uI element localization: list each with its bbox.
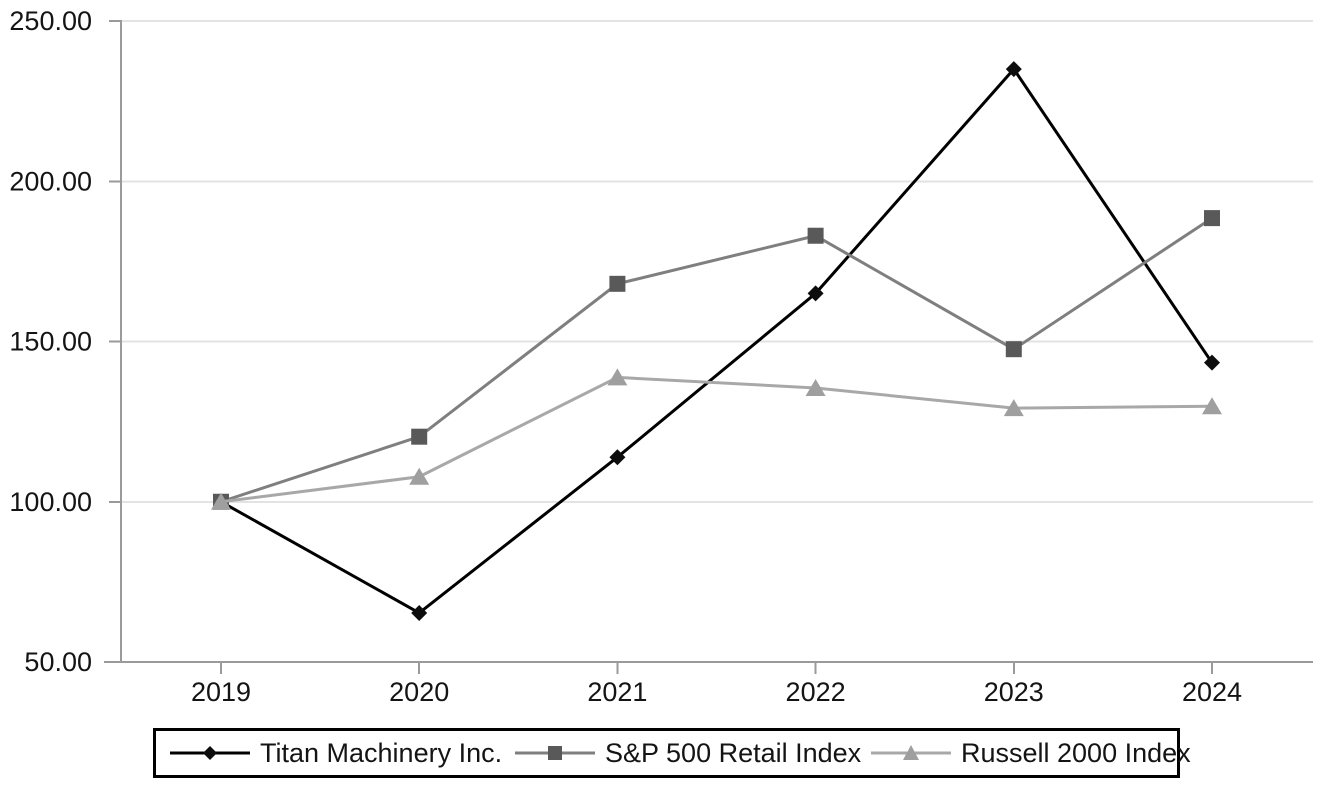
- legend-item-titan-machinery: Titan Machinery Inc.: [170, 731, 502, 775]
- data-point-marker: [805, 378, 826, 396]
- x-axis-tick-label: 2024: [1182, 677, 1242, 707]
- legend-label-titan-machinery: Titan Machinery Inc.: [260, 738, 503, 768]
- data-point-marker: [411, 428, 428, 445]
- x-axis-tick-label: 2020: [389, 677, 449, 707]
- y-axis-tick-label: 200.00: [9, 166, 92, 196]
- data-point-marker: [409, 467, 430, 485]
- russell-2000-line-marker-icon: [871, 745, 951, 760]
- x-axis-tick-label: 2021: [587, 677, 647, 707]
- data-point-marker: [1003, 399, 1024, 417]
- legend-item-sp500-retail: S&P 500 Retail Index: [515, 731, 861, 775]
- x-axis-tick-label: 2022: [786, 677, 846, 707]
- data-point-marker: [1005, 61, 1022, 78]
- legend-label-sp500-retail: S&P 500 Retail Index: [605, 738, 862, 768]
- data-point-marker: [411, 604, 428, 621]
- data-point-marker: [211, 492, 231, 510]
- series-line-russell-2000-index: [220, 375, 1213, 504]
- line-chart-plot-area: 250.00 200.00 150.00 100.00 50.00 2019 2020 202…: [9, 6, 1313, 707]
- x-axis-tick-label: 2019: [191, 677, 251, 707]
- titan-machinery-line-marker-icon: [170, 746, 250, 760]
- data-point-marker: [807, 227, 824, 244]
- y-axis-tick-label: 150.00: [9, 327, 92, 357]
- data-point-marker: [609, 275, 626, 292]
- data-point-marker: [1204, 210, 1220, 227]
- y-axis-tick-label: 250.00: [9, 6, 92, 36]
- legend-item-russell-2000: Russell 2000 Index: [871, 731, 1191, 775]
- chart-legend: Titan Machinery Inc. S&P 500 Retail Inde…: [153, 728, 1191, 778]
- series-line-s-p-500-retail-index: [220, 216, 1213, 504]
- legend-label-russell-2000: Russell 2000 Index: [961, 738, 1191, 768]
- data-point-marker: [1005, 341, 1022, 358]
- sp500-retail-line-marker-icon: [515, 746, 595, 760]
- x-axis-tick-label: 2023: [984, 677, 1044, 707]
- data-point-marker: [807, 285, 824, 302]
- data-point-marker: [1202, 397, 1222, 415]
- series-line-titan-machinery-inc-: [220, 66, 1214, 615]
- data-point-marker: [609, 449, 626, 466]
- data-point-marker: [607, 368, 628, 386]
- y-axis-tick-label: 50.00: [24, 647, 92, 677]
- y-axis-tick-label: 100.00: [9, 487, 92, 517]
- data-point-marker: [1204, 354, 1220, 371]
